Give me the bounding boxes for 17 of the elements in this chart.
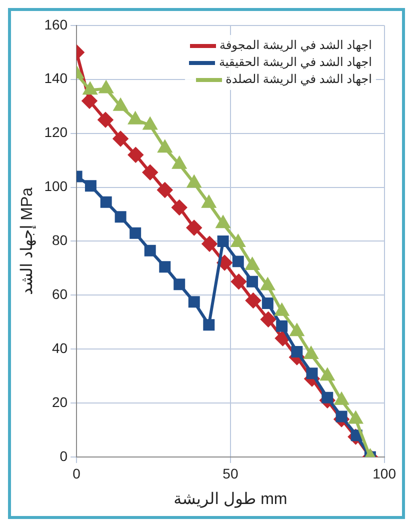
x-tick-label: 50	[222, 465, 238, 482]
y-tick-label: 60	[52, 286, 68, 302]
y-tick-label: 0	[60, 448, 68, 464]
x-tick-label: 100	[372, 465, 396, 482]
y-axis-title: إجهاد الشد MPa	[19, 187, 36, 295]
y-tick-label: 120	[44, 124, 68, 140]
legend-label: اجهاد الشد في الريشة المجوفة	[220, 37, 372, 54]
x-tick-label: 0	[72, 465, 81, 482]
y-tick-label: 20	[52, 394, 68, 410]
y-tick-label: 40	[52, 340, 68, 356]
y-tick-label: 100	[44, 178, 68, 194]
y-tick-label: 160	[44, 16, 68, 32]
y-tick-label: 140	[44, 70, 68, 86]
legend-label: اجهاد الشد في الريشة الحقيقية	[219, 54, 372, 71]
x-axis-title: طول الريشة mm	[174, 490, 288, 508]
y-tick-label: 80	[52, 232, 68, 248]
legend-label: اجهاد الشد في الريشة الصلدة	[226, 71, 372, 88]
